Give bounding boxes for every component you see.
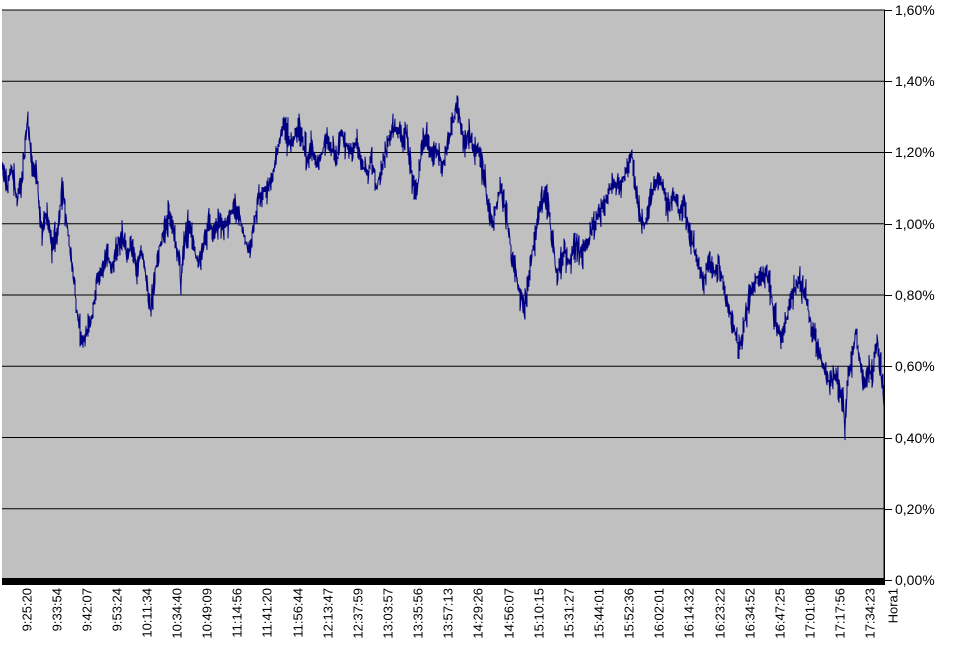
x-axis-label-slot: 17:17:56 (817, 588, 848, 668)
x-axis-label-slot: 11:14:56 (214, 588, 245, 668)
chart-canvas (2, 10, 884, 580)
x-axis-label-slot: 11:56:44 (274, 588, 305, 668)
x-axis-label: 13:03:57 (380, 588, 396, 639)
x-axis-label: 10:49:09 (199, 588, 215, 639)
x-axis-label: 10:11:34 (139, 588, 155, 638)
x-axis-label: 16:47:25 (772, 588, 788, 639)
x-axis-label: 16:02:01 (651, 588, 667, 639)
y-axis-tick (885, 580, 892, 581)
x-axis-label-slot: 9:53:24 (93, 588, 124, 668)
x-axis-label-slot: 16:47:25 (757, 588, 788, 668)
x-axis-label-slot: 14:29:26 (455, 588, 486, 668)
x-axis-label-slot: 10:11:34 (124, 588, 155, 668)
x-axis-label-slot: 10:49:09 (184, 588, 215, 668)
x-axis-label-slot: 15:52:36 (606, 588, 637, 668)
plot-area (2, 10, 884, 581)
y-axis-label: 1,00% (895, 216, 935, 232)
y-axis-label: 0,40% (895, 430, 935, 446)
x-axis-label-slot: 17:01:08 (787, 588, 818, 668)
x-axis-label: 14:29:26 (471, 588, 487, 639)
y-axis-label: 1,20% (895, 144, 935, 160)
x-axis-label-slot: 13:35:56 (395, 588, 426, 668)
x-axis-label-slot: 9:25:20 (3, 588, 34, 668)
x-axis-label: 11:14:56 (229, 588, 245, 638)
y-axis-label: 0,80% (895, 287, 935, 303)
x-axis-label-slot: 13:03:57 (365, 588, 396, 668)
x-axis-label: 13:57:13 (440, 588, 456, 639)
x-axis-label: 15:31:27 (561, 588, 577, 639)
x-axis-label: 12:13:47 (320, 588, 336, 639)
x-axis-label-slot: 16:14:32 (666, 588, 697, 668)
x-axis-label: 9:33:54 (49, 588, 65, 632)
y-axis-label: 1,60% (895, 2, 935, 18)
x-axis-label-slot: 14:56:07 (485, 588, 516, 668)
y-axis-label: 1,40% (895, 73, 935, 89)
x-axis-label-slot: 9:42:07 (63, 588, 94, 668)
x-axis-label: 13:35:56 (410, 588, 426, 639)
series-line (2, 95, 884, 580)
y-axis-tick (885, 224, 892, 225)
y-axis-label: 0,20% (895, 501, 935, 517)
x-axis-line (2, 578, 885, 585)
x-axis-label-slot: 9:33:54 (33, 588, 64, 668)
x-axis-label: 11:41:20 (260, 588, 276, 638)
x-axis-title: Hora1 (885, 588, 900, 624)
y-axis-label: 0,60% (895, 358, 935, 374)
x-axis-label: 17:17:56 (832, 588, 848, 639)
y-axis-tick (885, 81, 892, 82)
x-axis-label-slot: 15:10:15 (515, 588, 546, 668)
x-axis-label-slot: 17:34:23 (847, 588, 878, 668)
x-axis-label-slot: 16:02:01 (636, 588, 667, 668)
x-axis-label-slot: 15:31:27 (546, 588, 577, 668)
plot-border-right (884, 10, 885, 581)
x-axis-label: 9:53:24 (109, 588, 125, 632)
x-axis-label: 15:10:15 (531, 588, 547, 639)
x-axis-label: 9:25:20 (19, 588, 34, 632)
x-axis-label: 15:44:01 (591, 588, 607, 639)
x-axis-label: 11:56:44 (290, 588, 306, 638)
x-axis-title-slot: Hora1 (869, 588, 900, 668)
x-axis-label: 9:42:07 (79, 588, 95, 632)
x-axis-label-slot: 13:57:13 (425, 588, 456, 668)
y-axis-tick (885, 438, 892, 439)
y-axis-label: 0,00% (895, 572, 935, 588)
x-axis-label: 10:34:40 (169, 588, 185, 639)
y-axis-tick (885, 366, 892, 367)
x-axis-label: 14:56:07 (501, 588, 517, 639)
x-axis-label: 16:34:52 (742, 588, 758, 639)
x-axis-label: 16:14:32 (682, 588, 698, 639)
x-axis-label: 17:01:08 (802, 588, 818, 639)
x-axis-label-slot: 15:44:01 (576, 588, 607, 668)
x-axis-label-slot: 11:41:20 (244, 588, 275, 668)
x-axis-label: 16:23:22 (712, 588, 728, 639)
y-axis-tick (885, 152, 892, 153)
x-axis-label-slot: 12:37:59 (335, 588, 366, 668)
x-axis-label: 12:37:59 (350, 588, 366, 639)
x-axis-label-slot: 10:34:40 (154, 588, 185, 668)
x-axis-label-slot: 16:23:22 (696, 588, 727, 668)
y-axis-tick (885, 295, 892, 296)
x-axis-label: 15:52:36 (621, 588, 637, 639)
x-axis-label-slot: 12:13:47 (304, 588, 335, 668)
y-axis-tick (885, 10, 892, 11)
y-axis-tick (885, 509, 892, 510)
x-axis-label-slot: 16:34:52 (726, 588, 757, 668)
